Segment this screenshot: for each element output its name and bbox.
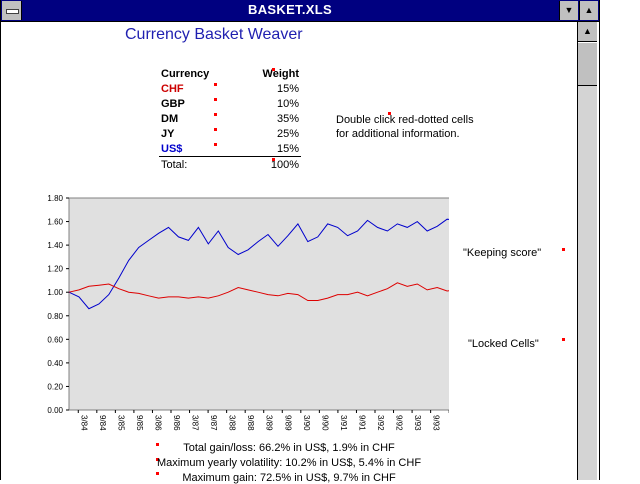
locked-cells-button[interactable]: "Locked Cells" bbox=[468, 338, 539, 350]
x-tick-label: 9/84 bbox=[98, 415, 107, 431]
scroll-thumb[interactable] bbox=[578, 42, 597, 86]
minimize-button[interactable]: ▼ bbox=[559, 1, 578, 20]
x-tick-label: 3/91 bbox=[339, 415, 348, 431]
currency-table: Currency Weight CHF 15% GBP 10% DM 35% JY 25% US… bbox=[159, 66, 301, 172]
instruction-line: for additional information. bbox=[336, 128, 460, 140]
x-tick-label: 9/91 bbox=[357, 415, 366, 431]
currency-row: US$ 15% bbox=[159, 141, 301, 157]
y-tick-label: 0.00 bbox=[47, 406, 63, 415]
x-tick-label: 3/86 bbox=[153, 415, 162, 431]
workbook-window: BASKET.XLS ▼ ▲ Currency Basket Weaver Cu… bbox=[0, 0, 600, 484]
vertical-scrollbar[interactable]: ▲ bbox=[577, 22, 597, 480]
y-tick-label: 0.40 bbox=[47, 359, 63, 368]
y-tick-label: 1.20 bbox=[47, 265, 63, 274]
note-indicator[interactable] bbox=[214, 98, 217, 101]
system-menu-icon bbox=[6, 9, 19, 14]
x-tick-label: 9/87 bbox=[209, 415, 218, 431]
note-indicator[interactable] bbox=[272, 158, 275, 161]
page-title: Currency Basket Weaver bbox=[125, 26, 303, 43]
currency-weight[interactable]: 15% bbox=[276, 142, 299, 155]
gain-stat: Total gain/loss: 66.2% in US$, 1.9% in C… bbox=[183, 442, 395, 454]
series-line-1 bbox=[68, 282, 449, 301]
x-tick-label: 3/88 bbox=[228, 415, 237, 431]
currency-header: Currency bbox=[161, 67, 210, 80]
x-tick-label: 9/93 bbox=[432, 415, 441, 431]
y-tick-label: 0.80 bbox=[47, 312, 63, 321]
currency-row: GBP 10% bbox=[159, 96, 301, 111]
currency-weight[interactable]: 35% bbox=[276, 112, 299, 125]
currency-weight[interactable]: 15% bbox=[276, 82, 299, 95]
currency-weight[interactable]: 25% bbox=[276, 127, 299, 140]
maximize-button[interactable]: ▲ bbox=[579, 1, 598, 20]
total-row: Total: 100% bbox=[159, 156, 301, 172]
note-indicator[interactable] bbox=[214, 113, 217, 116]
x-tick-label: 3/87 bbox=[191, 415, 200, 431]
x-tick-label: 3/93 bbox=[413, 415, 422, 431]
note-indicator[interactable] bbox=[156, 443, 159, 446]
currency-row: CHF 15% bbox=[159, 81, 301, 96]
note-indicator[interactable] bbox=[562, 248, 565, 251]
x-tick-label: 9/88 bbox=[246, 415, 255, 431]
total-label: Total: bbox=[159, 156, 233, 172]
currency-name[interactable]: CHF bbox=[161, 82, 184, 95]
keeping-score-button[interactable]: "Keeping score" bbox=[463, 247, 542, 259]
total-value[interactable]: 100% bbox=[233, 156, 301, 172]
x-tick-label: 3/85 bbox=[116, 415, 125, 431]
x-tick-label: 9/86 bbox=[172, 415, 181, 431]
note-indicator[interactable] bbox=[388, 112, 391, 115]
x-tick-label: 9/85 bbox=[135, 415, 144, 431]
weight-header: Weight bbox=[262, 67, 299, 80]
note-indicator[interactable] bbox=[156, 472, 159, 475]
up-arrow-icon: ▲ bbox=[583, 26, 592, 36]
y-tick-label: 1.00 bbox=[47, 288, 63, 297]
currency-name[interactable]: DM bbox=[161, 112, 179, 125]
x-tick-label: 9/90 bbox=[320, 415, 329, 431]
x-tick-label: 3/89 bbox=[265, 415, 274, 431]
x-tick-label: 9/89 bbox=[283, 415, 292, 431]
note-indicator[interactable] bbox=[272, 68, 275, 71]
volatility-stat: Maximum yearly volatility: 10.2% in US$,… bbox=[156, 457, 422, 469]
y-tick-label: 1.80 bbox=[47, 194, 63, 203]
window-title: BASKET.XLS bbox=[248, 2, 332, 17]
value-chart[interactable]: 0.00 0.20 0.40 0.60 0.80 1.00 1.20 1.40 1.60 1.80… bbox=[29, 190, 449, 440]
x-tick-label: 3/92 bbox=[376, 415, 385, 431]
currency-name[interactable]: US$ bbox=[161, 142, 183, 155]
y-tick-label: 0.20 bbox=[47, 382, 63, 391]
note-indicator[interactable] bbox=[214, 128, 217, 131]
x-tick-label: 3/84 bbox=[79, 415, 88, 431]
y-tick-label: 1.60 bbox=[47, 218, 63, 227]
plot-area bbox=[68, 197, 449, 411]
note-indicator[interactable] bbox=[156, 458, 159, 461]
currency-weight[interactable]: 10% bbox=[276, 97, 299, 110]
currency-name[interactable]: JY bbox=[161, 127, 175, 140]
system-menu-button[interactable] bbox=[2, 1, 22, 20]
up-arrow-icon: ▲ bbox=[584, 5, 594, 15]
note-indicator[interactable] bbox=[562, 338, 565, 341]
down-arrow-icon: ▼ bbox=[564, 5, 574, 15]
x-tick-label: 9/92 bbox=[395, 415, 404, 431]
series-line-0 bbox=[68, 218, 449, 310]
note-indicator[interactable] bbox=[214, 143, 217, 146]
scroll-up-button[interactable]: ▲ bbox=[578, 22, 597, 42]
note-indicator[interactable] bbox=[214, 83, 217, 86]
currency-row: JY 25% bbox=[159, 126, 301, 141]
max-gain-stat: Maximum gain: 72.5% in US$, 9.7% in CHF bbox=[182, 472, 396, 484]
x-tick-label: 3/90 bbox=[302, 415, 311, 431]
title-bar[interactable]: BASKET.XLS ▼ ▲ bbox=[1, 0, 599, 22]
y-tick-label: 1.40 bbox=[47, 241, 63, 250]
instruction-text: Double click red-dotted cells for additi… bbox=[336, 113, 474, 141]
currency-name[interactable]: GBP bbox=[161, 97, 185, 110]
currency-row: DM 35% bbox=[159, 111, 301, 126]
y-tick-label: 0.60 bbox=[47, 335, 63, 344]
instruction-line: Double click red-dotted cells bbox=[336, 114, 474, 126]
